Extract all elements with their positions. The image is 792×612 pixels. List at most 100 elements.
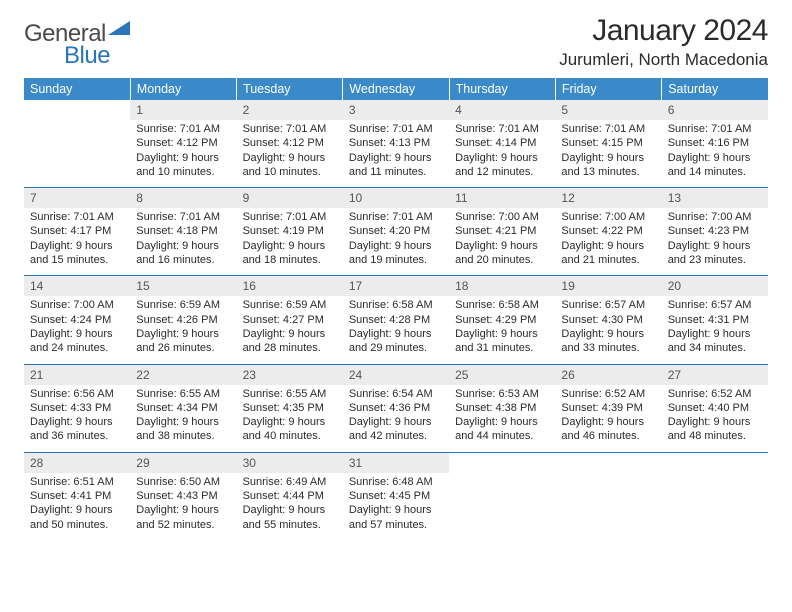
weekday-header: Wednesday: [343, 78, 449, 100]
calendar-cell: 28Sunrise: 6:51 AM Sunset: 4:41 PM Dayli…: [24, 452, 130, 540]
calendar-cell: 29Sunrise: 6:50 AM Sunset: 4:43 PM Dayli…: [130, 452, 236, 540]
calendar-cell: 31Sunrise: 6:48 AM Sunset: 4:45 PM Dayli…: [343, 452, 449, 540]
day-number: 20: [662, 275, 768, 296]
day-text: Sunrise: 6:58 AM Sunset: 4:29 PM Dayligh…: [449, 296, 555, 363]
day-number: [24, 100, 130, 121]
logo: General Blue: [24, 20, 132, 48]
day-number: 9: [237, 187, 343, 208]
calendar-week: 7Sunrise: 7:01 AM Sunset: 4:17 PM Daylig…: [24, 187, 768, 275]
calendar-cell: 18Sunrise: 6:58 AM Sunset: 4:29 PM Dayli…: [449, 275, 555, 363]
calendar-cell: 4Sunrise: 7:01 AM Sunset: 4:14 PM Daylig…: [449, 100, 555, 187]
day-text: Sunrise: 6:54 AM Sunset: 4:36 PM Dayligh…: [343, 385, 449, 452]
day-number: 16: [237, 275, 343, 296]
day-number: 28: [24, 452, 130, 473]
day-number: [555, 452, 661, 473]
calendar-cell: 12Sunrise: 7:00 AM Sunset: 4:22 PM Dayli…: [555, 187, 661, 275]
calendar-header-row: SundayMondayTuesdayWednesdayThursdayFrid…: [24, 78, 768, 100]
calendar-cell: 22Sunrise: 6:55 AM Sunset: 4:34 PM Dayli…: [130, 364, 236, 452]
title-block: January 2024 Jurumleri, North Macedonia: [559, 14, 768, 70]
day-number: 30: [237, 452, 343, 473]
calendar-cell: 2Sunrise: 7:01 AM Sunset: 4:12 PM Daylig…: [237, 100, 343, 187]
day-text: Sunrise: 7:01 AM Sunset: 4:14 PM Dayligh…: [449, 120, 555, 187]
calendar-cell: 13Sunrise: 7:00 AM Sunset: 4:23 PM Dayli…: [662, 187, 768, 275]
calendar-week: 21Sunrise: 6:56 AM Sunset: 4:33 PM Dayli…: [24, 364, 768, 452]
day-number: 13: [662, 187, 768, 208]
day-text: Sunrise: 7:01 AM Sunset: 4:15 PM Dayligh…: [555, 120, 661, 187]
day-text: Sunrise: 6:59 AM Sunset: 4:27 PM Dayligh…: [237, 296, 343, 363]
day-number: 29: [130, 452, 236, 473]
calendar-body: 1Sunrise: 7:01 AM Sunset: 4:12 PM Daylig…: [24, 100, 768, 540]
day-text: Sunrise: 7:01 AM Sunset: 4:12 PM Dayligh…: [130, 120, 236, 187]
calendar-cell: 26Sunrise: 6:52 AM Sunset: 4:39 PM Dayli…: [555, 364, 661, 452]
day-text: Sunrise: 6:52 AM Sunset: 4:40 PM Dayligh…: [662, 385, 768, 452]
calendar-cell: 10Sunrise: 7:01 AM Sunset: 4:20 PM Dayli…: [343, 187, 449, 275]
day-number: 12: [555, 187, 661, 208]
day-text: Sunrise: 6:57 AM Sunset: 4:31 PM Dayligh…: [662, 296, 768, 363]
day-text: Sunrise: 6:51 AM Sunset: 4:41 PM Dayligh…: [24, 473, 130, 540]
day-text: Sunrise: 6:55 AM Sunset: 4:34 PM Dayligh…: [130, 385, 236, 452]
day-number: 23: [237, 364, 343, 385]
calendar-cell: 25Sunrise: 6:53 AM Sunset: 4:38 PM Dayli…: [449, 364, 555, 452]
day-number: 21: [24, 364, 130, 385]
calendar-week: 14Sunrise: 7:00 AM Sunset: 4:24 PM Dayli…: [24, 275, 768, 363]
calendar-cell: 24Sunrise: 6:54 AM Sunset: 4:36 PM Dayli…: [343, 364, 449, 452]
day-text: Sunrise: 7:00 AM Sunset: 4:24 PM Dayligh…: [24, 296, 130, 363]
day-number: 10: [343, 187, 449, 208]
calendar-cell: 16Sunrise: 6:59 AM Sunset: 4:27 PM Dayli…: [237, 275, 343, 363]
calendar-cell: 17Sunrise: 6:58 AM Sunset: 4:28 PM Dayli…: [343, 275, 449, 363]
weekday-header: Sunday: [24, 78, 130, 100]
day-number: 6: [662, 100, 768, 120]
calendar-week: 1Sunrise: 7:01 AM Sunset: 4:12 PM Daylig…: [24, 100, 768, 187]
day-number: 31: [343, 452, 449, 473]
weekday-header: Friday: [555, 78, 661, 100]
day-text: Sunrise: 7:01 AM Sunset: 4:17 PM Dayligh…: [24, 208, 130, 275]
day-number: [449, 452, 555, 473]
calendar-cell: 1Sunrise: 7:01 AM Sunset: 4:12 PM Daylig…: [130, 100, 236, 187]
calendar-cell: 6Sunrise: 7:01 AM Sunset: 4:16 PM Daylig…: [662, 100, 768, 187]
calendar-cell: 11Sunrise: 7:00 AM Sunset: 4:21 PM Dayli…: [449, 187, 555, 275]
day-number: 1: [130, 100, 236, 120]
day-text: Sunrise: 7:00 AM Sunset: 4:22 PM Dayligh…: [555, 208, 661, 275]
day-number: 17: [343, 275, 449, 296]
weekday-header: Saturday: [662, 78, 768, 100]
calendar-cell: 21Sunrise: 6:56 AM Sunset: 4:33 PM Dayli…: [24, 364, 130, 452]
calendar-cell: [449, 452, 555, 540]
month-title: January 2024: [559, 14, 768, 48]
calendar-cell: [555, 452, 661, 540]
day-text: Sunrise: 6:57 AM Sunset: 4:30 PM Dayligh…: [555, 296, 661, 363]
day-text: Sunrise: 7:01 AM Sunset: 4:18 PM Dayligh…: [130, 208, 236, 275]
weekday-header: Tuesday: [237, 78, 343, 100]
calendar-cell: 30Sunrise: 6:49 AM Sunset: 4:44 PM Dayli…: [237, 452, 343, 540]
weekday-header: Thursday: [449, 78, 555, 100]
day-number: 4: [449, 100, 555, 120]
logo-word2: Blue: [64, 42, 110, 70]
day-text: Sunrise: 6:55 AM Sunset: 4:35 PM Dayligh…: [237, 385, 343, 452]
calendar-cell: 23Sunrise: 6:55 AM Sunset: 4:35 PM Dayli…: [237, 364, 343, 452]
day-number: 11: [449, 187, 555, 208]
day-text: Sunrise: 7:01 AM Sunset: 4:19 PM Dayligh…: [237, 208, 343, 275]
day-text: Sunrise: 7:00 AM Sunset: 4:21 PM Dayligh…: [449, 208, 555, 275]
calendar-cell: 5Sunrise: 7:01 AM Sunset: 4:15 PM Daylig…: [555, 100, 661, 187]
day-number: 25: [449, 364, 555, 385]
day-text: Sunrise: 6:49 AM Sunset: 4:44 PM Dayligh…: [237, 473, 343, 540]
location: Jurumleri, North Macedonia: [559, 50, 768, 70]
day-number: 7: [24, 187, 130, 208]
logo-triangle-icon: [108, 17, 130, 40]
calendar-cell: 27Sunrise: 6:52 AM Sunset: 4:40 PM Dayli…: [662, 364, 768, 452]
calendar-table: SundayMondayTuesdayWednesdayThursdayFrid…: [24, 78, 768, 540]
calendar-cell: 19Sunrise: 6:57 AM Sunset: 4:30 PM Dayli…: [555, 275, 661, 363]
day-text: Sunrise: 6:52 AM Sunset: 4:39 PM Dayligh…: [555, 385, 661, 452]
calendar-cell: 8Sunrise: 7:01 AM Sunset: 4:18 PM Daylig…: [130, 187, 236, 275]
day-text: Sunrise: 6:59 AM Sunset: 4:26 PM Dayligh…: [130, 296, 236, 363]
day-text: Sunrise: 6:48 AM Sunset: 4:45 PM Dayligh…: [343, 473, 449, 540]
day-text: Sunrise: 6:56 AM Sunset: 4:33 PM Dayligh…: [24, 385, 130, 452]
day-number: 18: [449, 275, 555, 296]
header: General Blue January 2024 Jurumleri, Nor…: [24, 14, 768, 70]
day-text: Sunrise: 7:01 AM Sunset: 4:20 PM Dayligh…: [343, 208, 449, 275]
weekday-header: Monday: [130, 78, 236, 100]
day-number: 24: [343, 364, 449, 385]
calendar-cell: 7Sunrise: 7:01 AM Sunset: 4:17 PM Daylig…: [24, 187, 130, 275]
day-text: Sunrise: 6:53 AM Sunset: 4:38 PM Dayligh…: [449, 385, 555, 452]
calendar-cell: 15Sunrise: 6:59 AM Sunset: 4:26 PM Dayli…: [130, 275, 236, 363]
day-text: Sunrise: 7:01 AM Sunset: 4:13 PM Dayligh…: [343, 120, 449, 187]
